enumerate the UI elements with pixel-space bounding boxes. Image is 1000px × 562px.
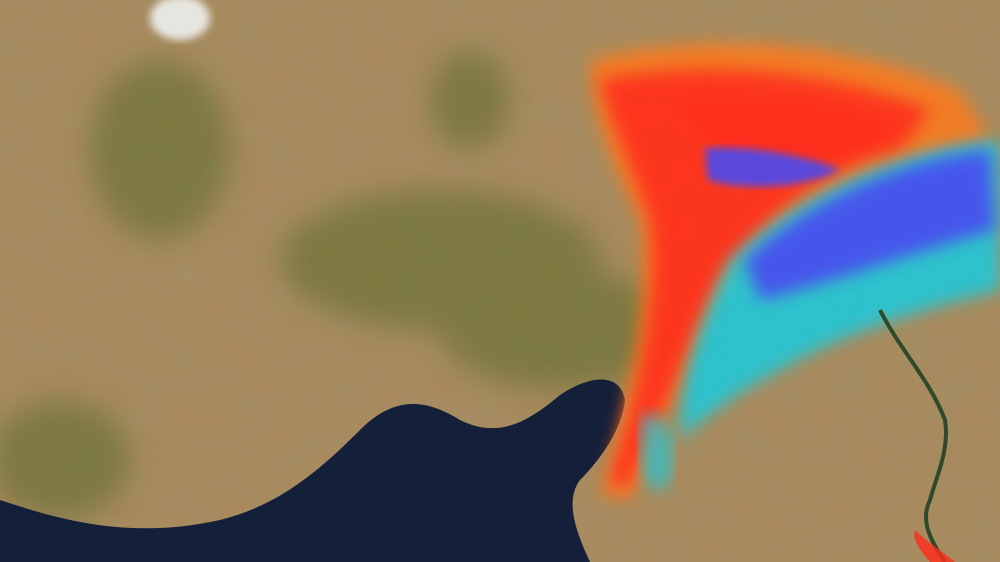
mediterranean-sea xyxy=(0,379,625,562)
river-reservoir xyxy=(914,530,955,562)
euphrates-river xyxy=(878,309,948,562)
vegetation-zones xyxy=(0,50,680,520)
salt-lake xyxy=(150,0,210,40)
deformation-overlay xyxy=(590,43,1000,500)
